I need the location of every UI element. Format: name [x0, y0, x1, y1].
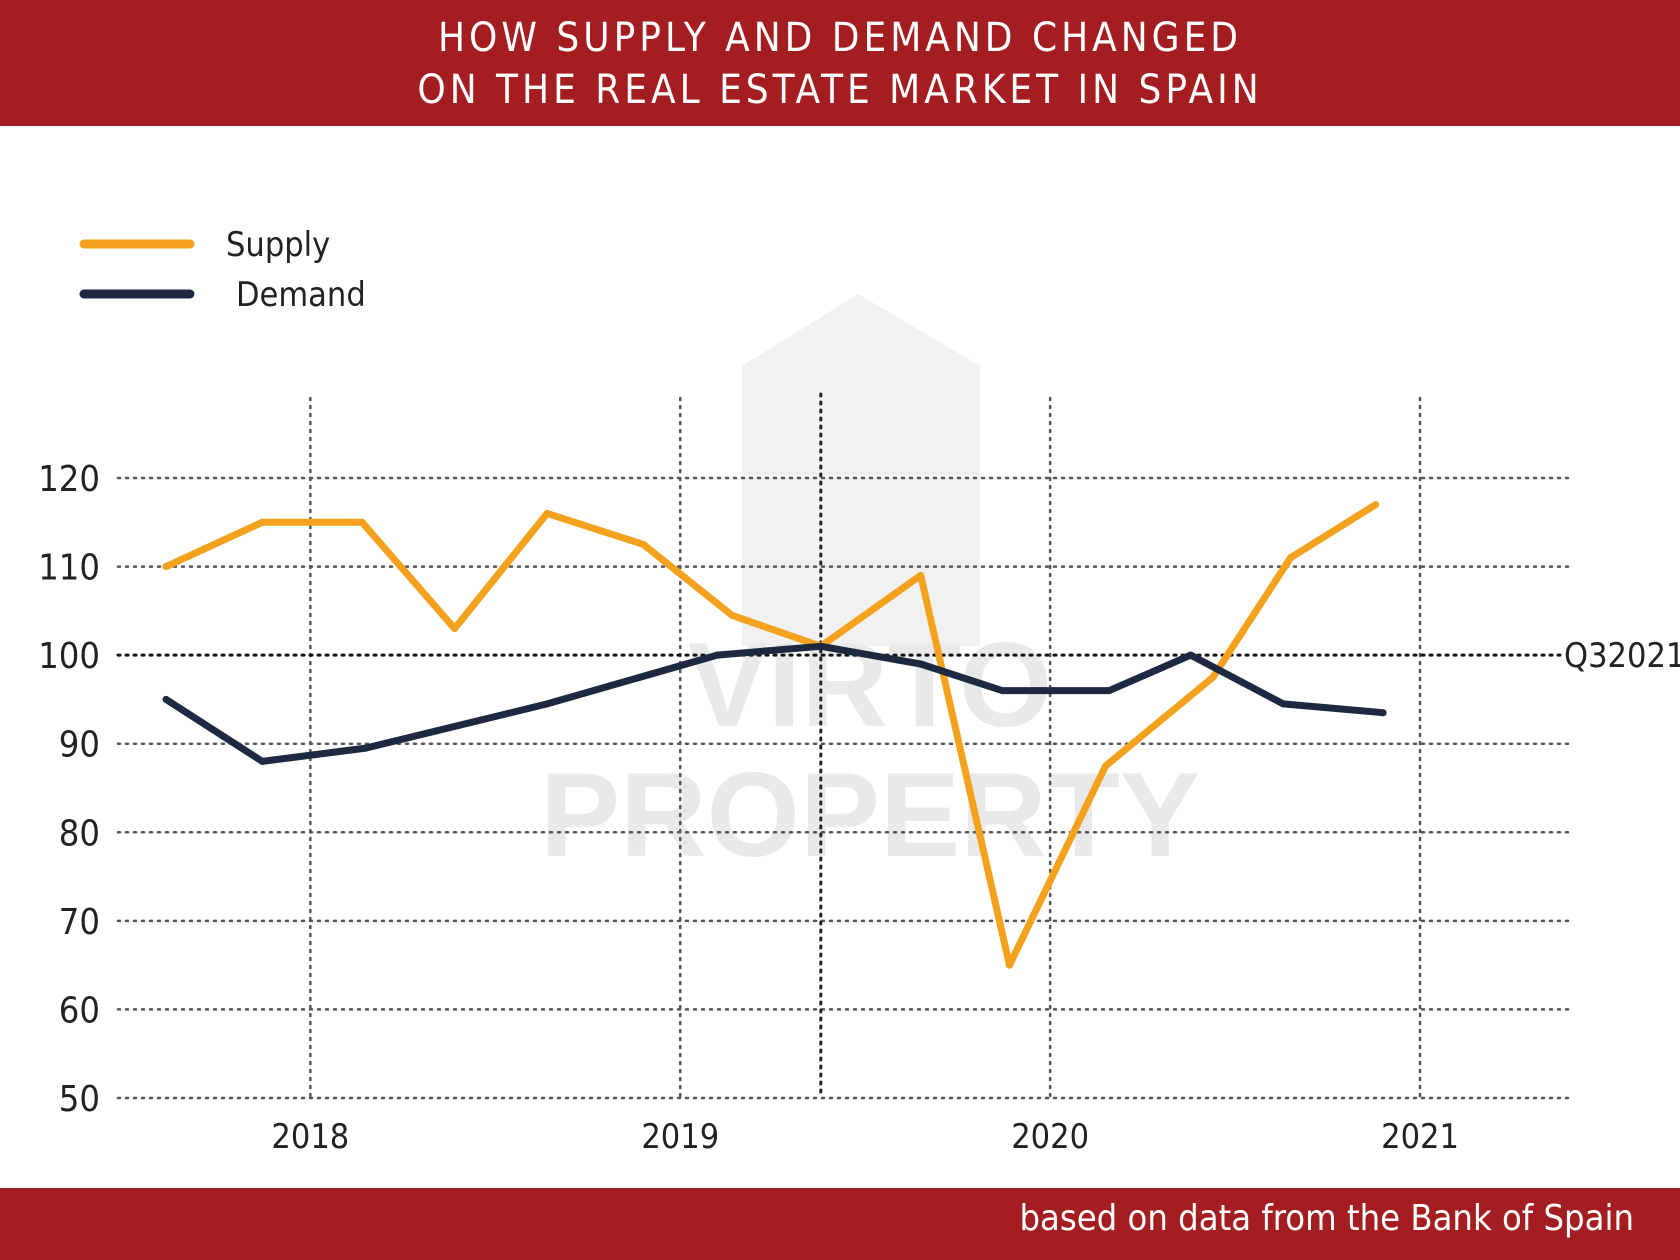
x-tick-label: 2018 — [271, 1117, 349, 1157]
chart-title-line-2: ON THE REAL ESTATE MARKET IN SPAIN — [417, 67, 1263, 113]
series-line-supply — [162, 501, 1380, 969]
reference-line-label: Q32021 — [1564, 636, 1680, 676]
series-line-demand — [162, 642, 1387, 765]
legend-label-supply: Supply — [226, 225, 330, 265]
data-point-supply — [543, 509, 551, 517]
source-banner: based on data from the Bank of Spain — [0, 1188, 1680, 1260]
data-point-demand — [1279, 700, 1287, 708]
y-tick-label: 60 — [59, 990, 100, 1031]
data-point-supply — [917, 571, 925, 579]
data-point-demand — [817, 642, 825, 650]
data-point-demand — [1105, 687, 1113, 695]
data-point-demand — [917, 660, 925, 668]
y-tick-label: 70 — [59, 902, 100, 943]
chart-title-line-1: HOW SUPPLY AND DEMAND CHANGED — [437, 15, 1243, 61]
y-tick-label: 80 — [59, 813, 100, 854]
data-point-supply — [728, 611, 736, 619]
data-point-supply — [162, 563, 170, 571]
data-point-supply — [1005, 961, 1013, 969]
y-tick-label: 100 — [38, 636, 100, 677]
data-point-demand — [1379, 709, 1387, 717]
x-tick-label: 2020 — [1011, 1117, 1089, 1157]
grid — [116, 392, 1570, 1100]
watermark-line-1: VIRTO — [688, 618, 1053, 752]
data-point-demand — [162, 695, 170, 703]
watermark-line-2: PROPERTY — [540, 748, 1200, 882]
data-point-demand — [362, 744, 370, 752]
series-group — [162, 501, 1387, 969]
legend: Supply Demand — [79, 225, 366, 315]
title-banner: HOW SUPPLY AND DEMAND CHANGED ON THE REA… — [0, 0, 1680, 126]
line-chart: VIRTO PROPERTY Q32021 50 60 70 80 90 100 110 12… — [38, 225, 1680, 1157]
watermark: VIRTO PROPERTY — [540, 294, 1200, 882]
data-point-supply — [1102, 762, 1110, 770]
y-tick-label: 90 — [59, 725, 100, 766]
data-point-supply — [1372, 501, 1380, 509]
data-point-demand — [1187, 651, 1195, 659]
x-tick-label: 2021 — [1381, 1117, 1459, 1157]
data-point-supply — [451, 625, 459, 633]
data-point-supply — [258, 518, 266, 526]
legend-label-demand: Demand — [236, 275, 366, 315]
y-tick-label: 120 — [38, 459, 100, 500]
data-point-supply — [358, 518, 366, 526]
data-point-supply — [639, 540, 647, 548]
data-point-supply — [1287, 554, 1295, 562]
y-tick-label: 110 — [38, 548, 100, 589]
source-note: based on data from the Bank of Spain — [1019, 1198, 1634, 1239]
reference-line-group: Q32021 — [116, 636, 1680, 676]
axis-labels: 50 60 70 80 90 100 110 120 2018 2019 2020 2021 — [38, 459, 1459, 1157]
data-point-demand — [543, 700, 551, 708]
x-tick-label: 2019 — [641, 1117, 719, 1157]
y-tick-label: 50 — [59, 1079, 100, 1120]
data-point-demand — [713, 651, 721, 659]
data-point-demand — [998, 687, 1006, 695]
data-point-supply — [1209, 673, 1217, 681]
data-point-demand — [258, 757, 266, 765]
watermark-house-shape — [742, 294, 980, 646]
